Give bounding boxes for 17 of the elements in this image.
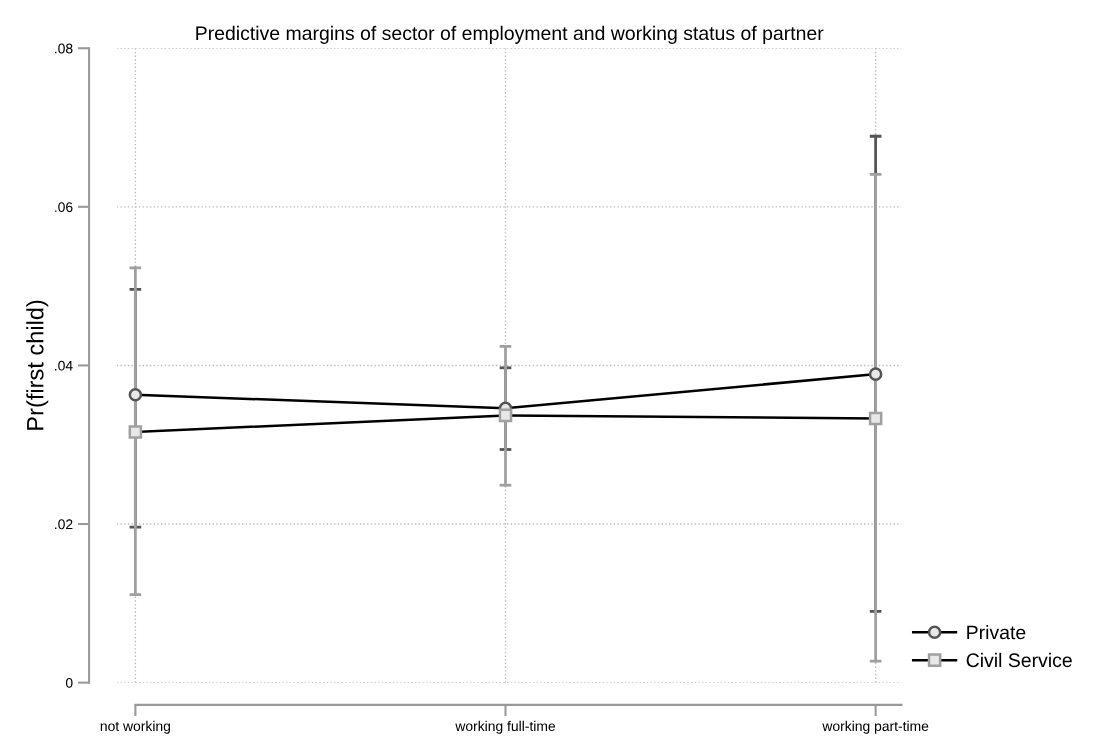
x-tick-label: working part-time: [822, 720, 929, 734]
point: [128, 387, 143, 402]
point: [128, 425, 143, 439]
y-tick-label: .04: [55, 360, 73, 371]
y-tick-label: .08: [55, 43, 73, 54]
x-tick-label: not working: [100, 720, 170, 734]
legend-label: Private: [967, 625, 1026, 640]
x-tick-label: working full-time: [455, 720, 556, 734]
legend-label: Civil Service: [966, 652, 1072, 668]
y-tick-label: .02: [55, 519, 73, 530]
y-tick-label: 0: [65, 677, 73, 688]
chart-title: Predictive margins of sector of employment and working status of partner: [196, 25, 824, 44]
y-tick-label: .06: [55, 202, 73, 212]
y-axis-title: Pr(first child): [26, 300, 49, 430]
point: [868, 411, 883, 426]
point: [868, 367, 883, 381]
point: [498, 408, 513, 423]
